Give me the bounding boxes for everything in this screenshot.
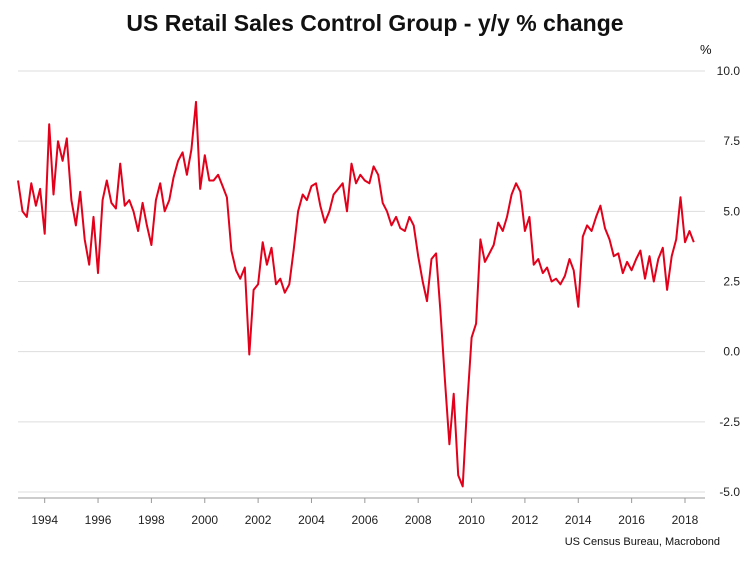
y-tick-label: 5.0 <box>723 204 740 218</box>
x-tick-label: 2010 <box>458 513 485 527</box>
x-tick-label: 2000 <box>191 513 218 527</box>
x-tick-label: 2008 <box>405 513 432 527</box>
x-tick-label: 2012 <box>512 513 539 527</box>
y-tick-label: 0.0 <box>723 345 740 359</box>
source-note: US Census Bureau, Macrobond <box>564 536 720 548</box>
x-tick-label: 1998 <box>138 513 165 527</box>
y-tick-label: 2.5 <box>723 275 740 289</box>
x-tick-label: 2016 <box>618 513 645 527</box>
x-tick-label: 1994 <box>31 513 58 527</box>
x-tick-label: 2014 <box>565 513 592 527</box>
x-tick-label: 2002 <box>245 513 272 527</box>
x-tick-label: 1996 <box>85 513 112 527</box>
chart-title: US Retail Sales Control Group - y/y % ch… <box>126 10 624 36</box>
y-tick-label: -2.5 <box>719 415 740 429</box>
series-line <box>17 100 695 488</box>
x-tick-label: 2006 <box>351 513 378 527</box>
x-tick-label: 2018 <box>672 513 699 527</box>
y-tick-label: -5.0 <box>719 485 740 499</box>
y-tick-label: 10.0 <box>717 64 741 78</box>
y-axis-unit-label: % <box>700 42 712 57</box>
x-tick-label: 2004 <box>298 513 325 527</box>
y-tick-label: 7.5 <box>723 134 740 148</box>
